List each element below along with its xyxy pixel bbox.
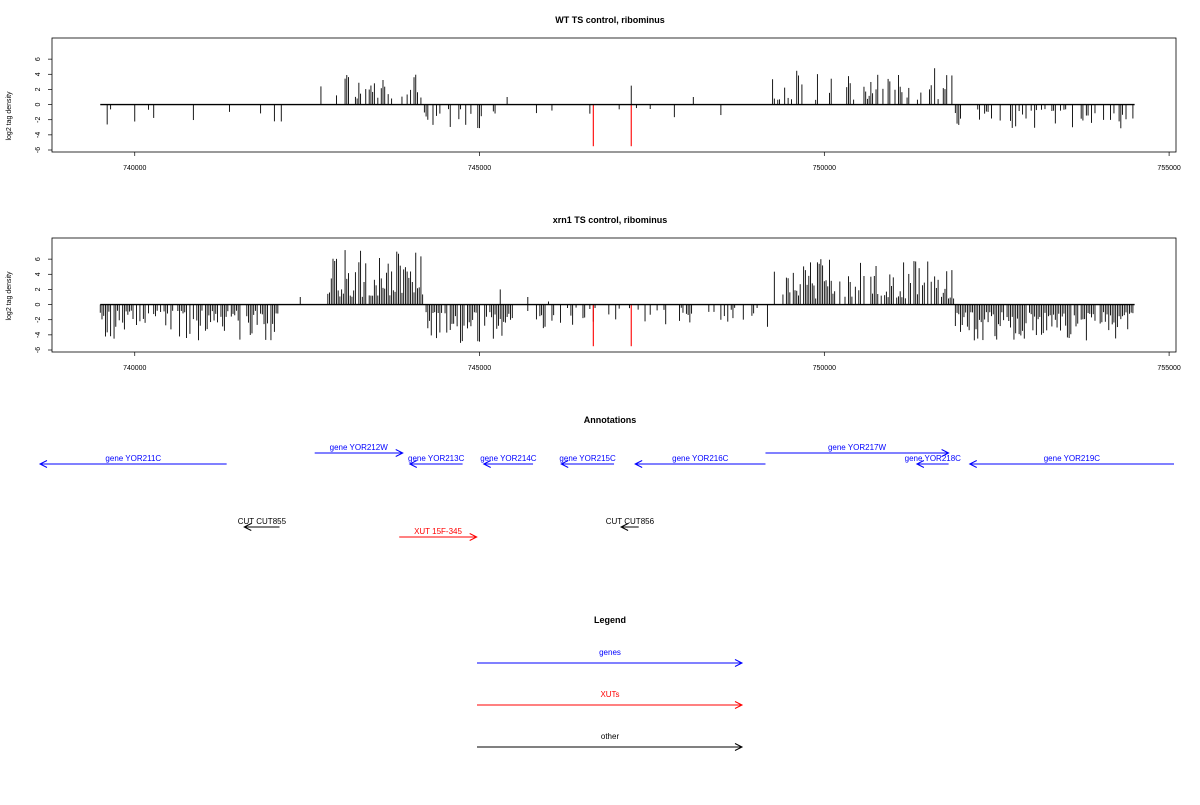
x-tick-label: 740000	[123, 165, 146, 172]
panel-title: xrn1 TS control, ribominus	[553, 215, 668, 225]
feature-label: gene YOR216C	[672, 454, 729, 463]
y-tick-label: 4	[35, 272, 42, 276]
feature-label: gene YOR217W	[828, 443, 887, 452]
feature-label: gene YOR212W	[330, 443, 389, 452]
gene-arrow-head	[408, 460, 418, 468]
gene-arrow-head	[634, 460, 643, 468]
gene-feature: gene YOR218C	[905, 454, 962, 468]
legend-label: XUTs	[600, 690, 619, 699]
y-tick-label: -4	[35, 132, 42, 138]
x-tick-label: 740000	[123, 365, 146, 372]
other-feature: CUT CUT856	[606, 517, 655, 531]
panel-title: WT TS control, ribominus	[555, 15, 665, 25]
feature-label: gene YOR218C	[905, 454, 962, 463]
axis-ticks: 6 4 2 0 -2 -4 -6 740000 745000 750000 755000	[35, 257, 1181, 372]
feature-label: gene YOR215C	[559, 454, 616, 463]
x-tick-label: 750000	[813, 165, 836, 172]
legend-item-gene: genes	[477, 648, 744, 667]
wt-coverage-panel: WT TS control, ribominus log2 tag densit…	[6, 15, 1181, 172]
legend-items: genes XUTs other	[477, 648, 744, 751]
feature-label: gene YOR219C	[1044, 454, 1101, 463]
other-arrow-head	[243, 523, 252, 531]
annotation-features: gene YOR211C gene YOR212W gene YOR213C gene…	[38, 443, 1174, 541]
legend-arrow-head	[734, 743, 744, 751]
gene-arrow-head	[968, 460, 977, 468]
y-tick-label: 2	[35, 287, 42, 291]
other-feature: CUT CUT855	[238, 517, 287, 531]
legend-item-other: other	[477, 732, 744, 751]
y-tick-label: 0	[35, 303, 42, 307]
x-tick-label: 755000	[1157, 165, 1180, 172]
y-axis-label: log2 tag density	[6, 91, 13, 141]
gene-arrow-head	[941, 449, 950, 457]
y-tick-label: 2	[35, 87, 42, 91]
gene-feature: gene YOR214C	[480, 454, 537, 468]
feature-label: CUT CUT855	[238, 517, 287, 526]
coverage-bars	[100, 68, 1135, 147]
y-tick-label: -2	[35, 117, 42, 123]
gene-feature: gene YOR216C	[634, 454, 766, 468]
x-tick-label: 750000	[813, 365, 836, 372]
gene-feature: gene YOR211C	[38, 454, 227, 468]
annotations-title: Annotations	[584, 415, 637, 425]
y-tick-label: -4	[35, 332, 42, 338]
xrn1-coverage-panel: xrn1 TS control, ribominus log2 tag dens…	[6, 215, 1181, 372]
gene-arrow-head	[560, 460, 569, 468]
x-tick-label: 745000	[468, 365, 491, 372]
gene-feature: gene YOR213C	[408, 454, 465, 468]
legend-label: other	[601, 732, 620, 741]
y-tick-label: 6	[35, 57, 42, 61]
y-tick-label: -6	[35, 147, 42, 153]
feature-label: gene YOR211C	[105, 454, 161, 463]
coverage-bars	[99, 250, 1135, 347]
axis-ticks: 6 4 2 0 -2 -4 -6 740000 745000 750000 755000	[35, 57, 1181, 172]
legend-arrow-head	[734, 701, 744, 709]
y-axis-label: log2 tag density	[6, 271, 13, 321]
other-arrow-head	[619, 523, 629, 531]
feature-label: gene YOR213C	[408, 454, 465, 463]
plot-frame	[51, 237, 1177, 353]
legend: Legend genes XUTs other	[477, 615, 744, 751]
y-tick-label: -6	[35, 347, 42, 353]
gene-feature: gene YOR215C	[559, 454, 616, 468]
x-tick-label: 745000	[468, 165, 491, 172]
legend-title: Legend	[594, 615, 626, 625]
gene-feature: gene YOR212W	[314, 443, 404, 457]
feature-label: gene YOR214C	[480, 454, 537, 463]
y-tick-label: 0	[35, 103, 42, 107]
gene-arrow-head	[915, 460, 925, 468]
y-tick-label: 6	[35, 257, 42, 261]
x-tick-label: 755000	[1157, 365, 1180, 372]
plot-frame	[51, 37, 1177, 153]
legend-item-xut: XUTs	[477, 690, 744, 709]
gene-arrow-head	[395, 449, 404, 457]
legend-arrow-head	[734, 659, 744, 667]
y-tick-label: 4	[35, 72, 42, 76]
gene-arrow-head	[38, 460, 48, 468]
legend-label: genes	[599, 648, 621, 657]
gene-feature: gene YOR219C	[968, 454, 1174, 468]
xut-feature: XUT 15F-345	[399, 527, 478, 541]
y-tick-label: -2	[35, 317, 42, 323]
gene-feature: gene YOR217W	[765, 443, 950, 457]
xut-arrow-head	[469, 533, 478, 541]
feature-label: CUT CUT856	[606, 517, 655, 526]
gene-arrow-head	[482, 460, 491, 468]
feature-label: XUT 15F-345	[414, 527, 462, 536]
